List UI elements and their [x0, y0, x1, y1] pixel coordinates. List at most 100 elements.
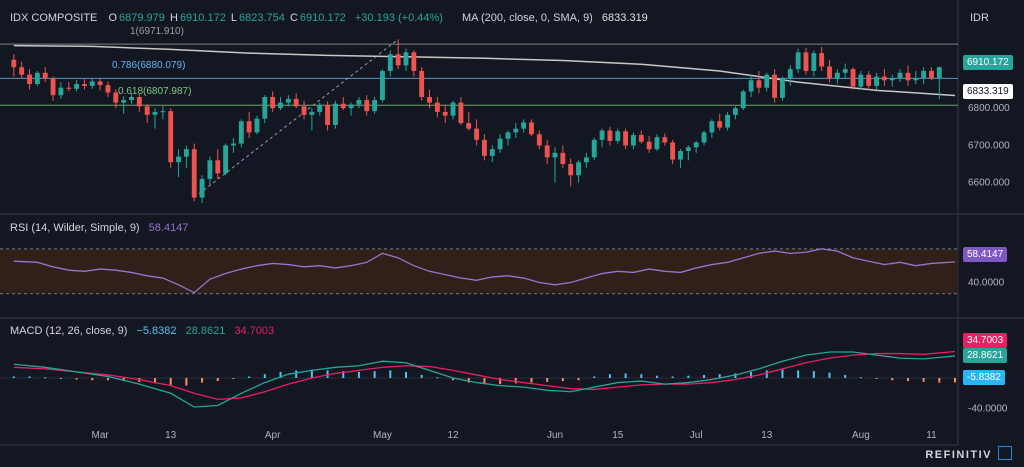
candle-body — [356, 100, 362, 105]
ma-value: 6833.319 — [601, 12, 648, 24]
last-price-tag: 6910.172 — [963, 55, 1013, 70]
candle-body — [442, 111, 448, 116]
candle-body — [42, 72, 48, 79]
close-value: 6910.172 — [299, 12, 346, 24]
macd-hist-bar — [687, 375, 690, 378]
macd-hist-bar — [812, 371, 815, 378]
candle-body — [89, 81, 95, 86]
macd-hist-bar — [750, 371, 753, 378]
candle-body — [152, 111, 158, 115]
macd-line — [13, 351, 956, 408]
candle-body — [231, 143, 236, 146]
candle-body — [576, 162, 581, 176]
time-tick-label: May — [373, 430, 392, 441]
macd-hist-bar — [530, 378, 533, 383]
macd-hist-bar — [954, 378, 956, 383]
rsi-legend-value: 58.4147 — [148, 222, 189, 234]
macd-hist-bar — [436, 377, 439, 379]
candle-body — [670, 142, 676, 160]
candle-body — [489, 149, 495, 156]
close-label: C — [289, 12, 298, 24]
macd-hist-bar — [295, 370, 298, 378]
candle-body — [599, 130, 605, 140]
candle-body — [183, 149, 189, 157]
macd-legend-value2: 28.8621 — [185, 325, 226, 337]
candle-body — [529, 122, 534, 135]
candle-body — [850, 69, 856, 87]
high-value: 6910.172 — [179, 12, 226, 24]
macd-hist-bar — [938, 378, 941, 383]
macd-hist-bar — [357, 371, 360, 378]
candle-body — [881, 76, 887, 81]
candle-body — [372, 100, 378, 112]
price-tick-label: 6800.000 — [968, 103, 1010, 114]
ma-200-line — [13, 44, 956, 97]
macd-hist-bar — [404, 371, 407, 378]
candle-body — [725, 114, 730, 128]
candle-body — [662, 137, 668, 143]
macd-hist-bar — [106, 378, 109, 381]
rsi-band — [0, 248, 958, 294]
candle-body — [929, 70, 934, 79]
macd-hist-bar — [765, 370, 768, 378]
refinitiv-logo: REFINITIV — [925, 446, 1012, 461]
macd-hist-bar — [373, 371, 376, 378]
candle-body — [481, 139, 487, 156]
macd-hist-bar — [248, 376, 251, 378]
candle-body — [536, 134, 542, 146]
macd-hist-bar — [279, 371, 282, 378]
candle-body — [803, 52, 809, 71]
candle-body — [921, 70, 927, 79]
candle-body — [11, 59, 17, 68]
low-value: 6823.754 — [239, 12, 285, 24]
macd-hist-bar — [28, 376, 31, 378]
time-tick-label: 15 — [612, 430, 624, 441]
price-legend: IDX COMPOSITE O 6879.979 H 6910.172 L 6823.… — [10, 12, 650, 24]
macd-hist-bar — [91, 378, 94, 381]
candle-body — [505, 132, 511, 139]
candle-body — [740, 91, 746, 109]
macd-hist-bar — [703, 374, 706, 378]
candle-body — [419, 70, 425, 98]
macd-hist-bar — [44, 377, 47, 379]
brand-name: REFINITIV — [925, 449, 992, 461]
candle-body — [709, 121, 715, 133]
candle-body — [387, 54, 393, 71]
macd-hist-bar — [122, 378, 125, 382]
candle-body — [74, 83, 80, 89]
macd-hist-bar — [154, 378, 157, 384]
rsi-legend: RSI (14, Wilder, Simple, 9) 58.4147 — [10, 222, 190, 234]
macd-hist-bar — [608, 374, 611, 378]
candle-body — [144, 106, 150, 115]
macd-hist-bar — [922, 378, 925, 382]
candle-body — [732, 108, 738, 115]
candle-body — [34, 72, 40, 84]
candle-body — [654, 137, 660, 150]
macd-hist-bar — [452, 378, 455, 381]
candle-body — [254, 118, 260, 133]
candle-body — [427, 97, 432, 103]
candle-body — [325, 105, 330, 125]
symbol-name: IDX COMPOSITE — [10, 12, 98, 24]
macd-hist-bar — [499, 378, 502, 385]
candle-body — [380, 70, 385, 100]
candle-body — [623, 131, 629, 146]
ma-label: MA (200, close, 0, SMA, 9) — [462, 12, 593, 24]
candle-body — [270, 97, 276, 109]
candle-body — [434, 102, 440, 112]
macd-legend-value1: −5.8382 — [136, 325, 177, 337]
macd-hist-bar — [844, 374, 847, 378]
price-tick-label: 6700.000 — [968, 140, 1010, 151]
candle-body — [936, 67, 942, 79]
macd-hist-bar — [671, 376, 674, 378]
time-tick-label: Jul — [690, 430, 703, 441]
candle-body — [583, 157, 589, 163]
macd-hist-bar — [781, 369, 784, 378]
candle-body — [560, 152, 566, 165]
candle-body — [246, 121, 252, 133]
candle-body — [97, 81, 103, 86]
macd-hist-bar — [389, 370, 392, 378]
currency-label: IDR — [970, 12, 989, 24]
candle-body — [474, 128, 480, 140]
